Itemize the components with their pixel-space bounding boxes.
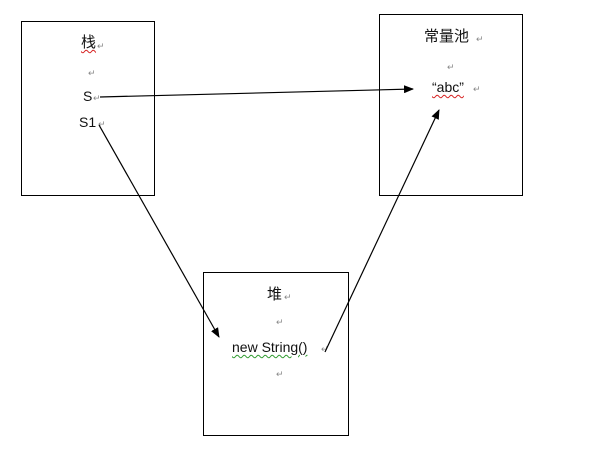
paragraph-mark: ↵ (98, 119, 106, 129)
paragraph-mark: ↵ (93, 93, 101, 103)
paragraph-mark: ↵ (447, 62, 455, 72)
paragraph-mark: ↵ (276, 369, 284, 379)
paragraph-mark: ↵ (321, 344, 329, 354)
paragraph-mark: ↵ (284, 292, 292, 302)
paragraph-mark: ↵ (476, 34, 484, 44)
paragraph-mark: ↵ (97, 41, 105, 51)
paragraph-mark: ↵ (88, 68, 96, 78)
stack-var-s1: S1 (79, 114, 97, 130)
paragraph-mark: ↵ (276, 317, 284, 327)
stack-var-s: S (83, 88, 93, 104)
constant-pool-title: 常量池 (424, 27, 470, 45)
stack-title: 栈 (81, 33, 97, 51)
heap-object: new String() (232, 339, 308, 355)
paragraph-mark: ↵ (473, 84, 481, 94)
constant-pool-literal: “abc” (432, 79, 464, 95)
heap-title: 堆 (267, 285, 283, 303)
